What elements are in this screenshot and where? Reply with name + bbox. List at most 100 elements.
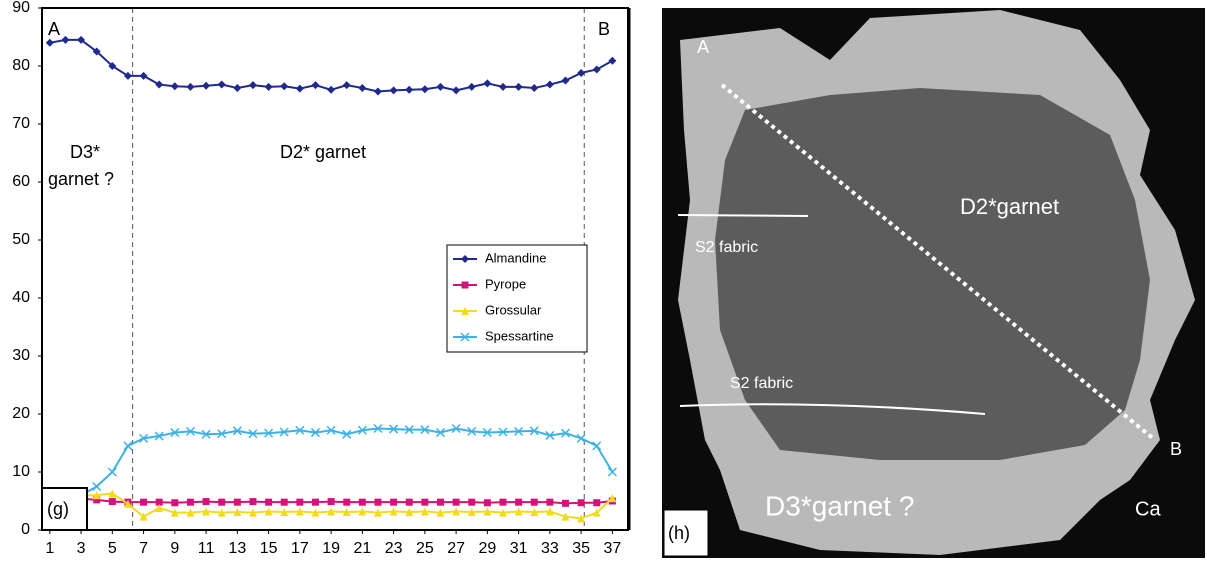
marker xyxy=(390,86,398,94)
marker xyxy=(562,500,569,507)
y-tick-label: 80 xyxy=(12,57,30,74)
x-tick-label: 9 xyxy=(170,540,179,557)
marker xyxy=(218,499,225,506)
marker xyxy=(468,83,476,91)
marker xyxy=(608,57,616,65)
legend-label: Grossular xyxy=(485,302,542,317)
marker xyxy=(499,83,507,91)
marker xyxy=(390,499,397,506)
marker xyxy=(421,499,428,506)
region-label: Ca xyxy=(1135,498,1161,520)
marker xyxy=(202,82,210,90)
y-tick-label: 30 xyxy=(12,347,30,364)
marker xyxy=(265,499,272,506)
marker xyxy=(546,81,554,89)
region-label: D2*garnet xyxy=(960,194,1059,219)
x-tick-label: 37 xyxy=(603,540,621,557)
marker xyxy=(515,499,522,506)
y-tick-label: 20 xyxy=(12,405,30,422)
legend-marker xyxy=(462,282,469,289)
y-tick-label: 40 xyxy=(12,289,30,306)
x-tick-label: 1 xyxy=(45,540,54,557)
marker xyxy=(61,36,69,44)
y-tick-label: 60 xyxy=(12,173,30,190)
legend-label: Spessartine xyxy=(485,328,554,343)
marker xyxy=(124,442,132,450)
marker xyxy=(233,84,241,92)
marker xyxy=(452,86,460,94)
figure: A B D2*garnet S2 fabric S2 fabric D3*gar… xyxy=(0,0,1207,568)
marker xyxy=(453,499,460,506)
marker xyxy=(171,499,178,506)
marker xyxy=(312,499,319,506)
marker xyxy=(406,499,413,506)
marker xyxy=(483,79,491,87)
marker xyxy=(561,77,569,85)
marker xyxy=(530,84,538,92)
micrograph xyxy=(662,8,1205,558)
x-tick-label: 25 xyxy=(416,540,434,557)
marker xyxy=(46,39,54,47)
x-tick-label: 19 xyxy=(322,540,340,557)
fabric-label: S2 fabric xyxy=(730,375,793,392)
marker xyxy=(343,81,351,89)
marker xyxy=(359,499,366,506)
legend-label: Pyrope xyxy=(485,276,526,291)
point-label: A xyxy=(697,37,709,57)
x-tick-label: 31 xyxy=(510,540,528,557)
y-tick-label: 50 xyxy=(12,231,30,248)
panel-label: (h) xyxy=(668,523,690,543)
x-tick-label: 21 xyxy=(353,540,371,557)
x-tick-label: 17 xyxy=(291,540,309,557)
x-tick-label: 15 xyxy=(260,540,278,557)
y-tick-label: 10 xyxy=(12,463,30,480)
marker xyxy=(186,83,194,91)
marker xyxy=(140,499,147,506)
x-tick-label: 3 xyxy=(77,540,86,557)
legend-label: Almandine xyxy=(485,250,546,265)
marker xyxy=(405,86,413,94)
x-tick-label: 23 xyxy=(385,540,403,557)
marker xyxy=(328,498,335,505)
y-tick-label: 0 xyxy=(21,521,30,538)
marker xyxy=(171,82,179,90)
marker xyxy=(578,499,585,506)
x-tick-label: 5 xyxy=(108,540,117,557)
marker xyxy=(280,82,288,90)
x-tick-label: 27 xyxy=(447,540,465,557)
marker xyxy=(187,499,194,506)
marker xyxy=(374,88,382,96)
fabric-label: S2 fabric xyxy=(695,239,758,256)
x-tick-label: 33 xyxy=(541,540,559,557)
annotation: D2* garnet xyxy=(280,142,366,162)
x-tick-label: 7 xyxy=(139,540,148,557)
y-tick-label: 70 xyxy=(12,115,30,132)
marker xyxy=(234,499,241,506)
marker xyxy=(358,84,366,92)
fabric-line xyxy=(678,215,808,216)
marker xyxy=(484,499,491,506)
marker xyxy=(608,468,616,476)
marker xyxy=(155,81,163,89)
x-tick-label: 29 xyxy=(478,540,496,557)
marker xyxy=(249,81,257,89)
marker xyxy=(343,499,350,506)
annotation: B xyxy=(598,19,610,39)
marker xyxy=(499,499,506,506)
marker xyxy=(108,468,116,476)
x-tick-label: 11 xyxy=(198,540,215,557)
annotation: A xyxy=(48,19,60,39)
x-tick-label: 13 xyxy=(228,540,246,557)
series-line xyxy=(50,40,613,92)
series-line xyxy=(50,429,613,502)
marker xyxy=(311,81,319,89)
marker xyxy=(140,72,148,80)
marker xyxy=(249,498,256,505)
x-tick-label: 35 xyxy=(572,540,590,557)
marker xyxy=(218,81,226,89)
marker xyxy=(327,86,335,94)
marker xyxy=(436,83,444,91)
marker xyxy=(203,498,210,505)
point-label: B xyxy=(1170,439,1182,459)
